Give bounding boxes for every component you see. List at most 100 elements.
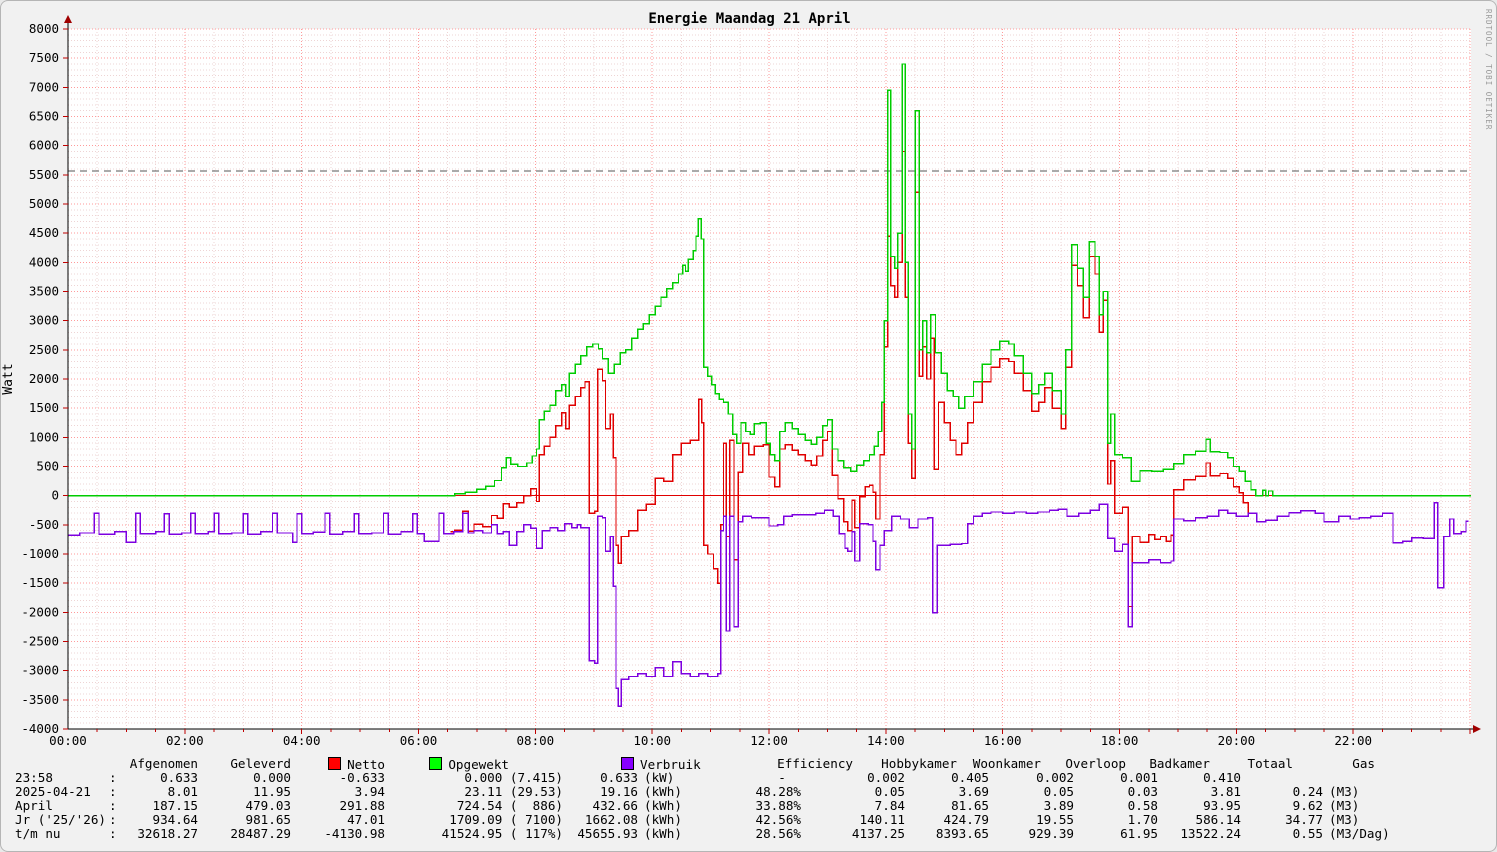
x-tick-label: 10:00 [633,733,671,748]
cell-verbruik-unit: (kW) [644,770,675,785]
cell-gas-num: 0.24 [1292,784,1323,799]
table-row: Jr ('25/'26): 934.64 981.65 47.01 1709.09 ( … [15,812,1496,827]
header-opgewekt: Opgewekt [385,757,563,772]
header-woonkamer: Woonkamer [972,756,1041,771]
chart-title: Energie Maandag 21 April [648,11,851,27]
y-tick-label: 3500 [29,284,59,299]
cell-row-label: Jr ('25/'26) [15,812,106,827]
cell-woonkamer: 424.79 [943,812,990,827]
cell-verbruik-unit: (kWh) [644,784,682,799]
series-opgewekt-line [68,63,1472,497]
cell-efficiency: 28.56% [755,826,802,841]
energy-stats-table: Afgenomen Geleverd Netto Opgewekt Verbruik Ef… [1,756,1496,841]
cell-hobbykamer: 0.05 [874,784,905,799]
cell-netto: 291.88 [339,798,386,813]
x-tick-label: 08:00 [517,733,555,748]
cell-totaal: 586.14 [1195,812,1242,827]
x-tick-label: 22:00 [1334,733,1372,748]
cell-verbruik-num: 19.16 [600,784,638,799]
cell-verbruik-unit: (kWh) [644,798,682,813]
y-tick-label: 500 [36,459,59,474]
header-geleverd: Geleverd [230,756,291,771]
cell-row-label: 23:58 [15,770,53,785]
x-tick-label: 20:00 [1218,733,1256,748]
header-totaal: Totaal [1247,756,1294,771]
cell-geleverd: 28487.29 [230,826,291,841]
netto-legend-swatch [328,757,342,770]
cell-gas-num: 34.77 [1285,812,1323,827]
header-overloop: Overloop [1065,756,1126,771]
cell-afgenomen: 32618.27 [137,826,198,841]
cell-gas-num [1241,771,1323,785]
cell-verbruik-num: 432.66 [592,798,639,813]
series-netto-line [450,150,1469,608]
cell-row-label: 2025-04-21 [15,784,91,799]
cell-verbruik-unit: (kWh) [644,826,682,841]
cell-badkamer: 0.001 [1120,770,1158,785]
x-tick-label: 06:00 [400,733,438,748]
cell-verbruik-num: 1662.08 [584,812,638,827]
cell-opgewekt: 23.11 (29.53) [464,784,563,799]
table-row: 2025-04-21: 8.01 11.95 3.94 23.11 (29.53) 19.… [15,784,1496,799]
cell-woonkamer: 3.69 [958,784,989,799]
cell-opgewekt: 41524.95 ( 117%) [441,826,563,841]
cell-gas-num: 9.62 [1292,798,1323,813]
cell-totaal: 93.95 [1203,798,1241,813]
y-tick-label: 2500 [29,342,59,357]
cell-colon: : [109,812,117,827]
series-verbruik-line [68,502,1469,707]
cell-afgenomen: 934.64 [152,812,199,827]
x-axis-arrow-icon [1473,725,1481,733]
cell-netto: -0.633 [339,770,386,785]
cell-woonkamer: 0.405 [951,770,989,785]
cell-netto: 47.01 [347,812,385,827]
energy-chart: -4000 -3500 -3000 -2500 -2000 -1500 -1000 -500 0… [1,15,1481,748]
cell-totaal: 13522.24 [1180,826,1241,841]
cell-woonkamer: 81.65 [951,798,989,813]
cell-colon: : [109,784,117,799]
y-axis-title: Watt [1,363,16,394]
cell-verbruik-unit: (kWh) [644,812,682,827]
cell-geleverd: 11.95 [253,784,291,799]
verbruik-legend-swatch [621,757,634,770]
header-efficiency: Efficiency [777,756,853,771]
header-gas: Gas [1352,756,1375,771]
y-tick-label: 1000 [29,429,59,444]
header-netto: Netto [291,757,385,772]
cell-afgenomen: 0.633 [160,770,198,785]
y-tick-label: 5000 [29,196,59,211]
cell-efficiency: 42.56% [755,812,802,827]
cell-gas-unit: (M3/Dag) [1329,826,1390,841]
y-tick-label: 4000 [29,254,59,269]
header-row-label [15,757,109,771]
y-tick-label: -4000 [21,721,59,736]
rrdtool-watermark: RRDTOOL / TOBI OETIKER [1484,9,1493,131]
cell-verbruik-num: 45655.93 [577,826,638,841]
cell-overloop: 929.39 [1028,826,1075,841]
header-badkamer: Badkamer [1149,756,1210,771]
opgewekt-legend-swatch [429,757,443,770]
x-tick-label: 04:00 [283,733,321,748]
y-tick-label: -2000 [21,604,59,619]
cell-efficiency: 33.88% [755,798,802,813]
table-row: t/m nu: 32618.27 28487.29 -4130.98 41524.95 … [15,826,1496,841]
y-tick-label: 0 [51,488,59,503]
cell-woonkamer: 8393.65 [935,826,989,841]
x-tick-label: 00:00 [49,733,87,748]
y-tick-label: -3000 [21,663,59,678]
cell-gas-unit: (M3) [1329,798,1360,813]
y-tick-label: -500 [29,517,59,532]
x-tick-label: 12:00 [750,733,788,748]
cell-afgenomen: 187.15 [152,798,199,813]
header-verbruik: Verbruik [563,757,762,772]
cell-totaal: 3.81 [1210,784,1241,799]
y-tick-label: 2000 [29,371,59,386]
cell-hobbykamer: 7.84 [874,798,905,813]
y-tick-label: 5500 [29,167,59,182]
table-row: 23:58: 0.633 0.000 -0.633 0.000 (7.415) 0.633… [15,770,1496,785]
table-header-row: Afgenomen Geleverd Netto Opgewekt Verbruik Ef… [15,756,1496,772]
cell-badkamer: 0.03 [1127,784,1158,799]
y-axis-arrow-icon [64,15,72,23]
cell-geleverd: 479.03 [245,798,292,813]
y-tick-label: -1500 [21,575,59,590]
